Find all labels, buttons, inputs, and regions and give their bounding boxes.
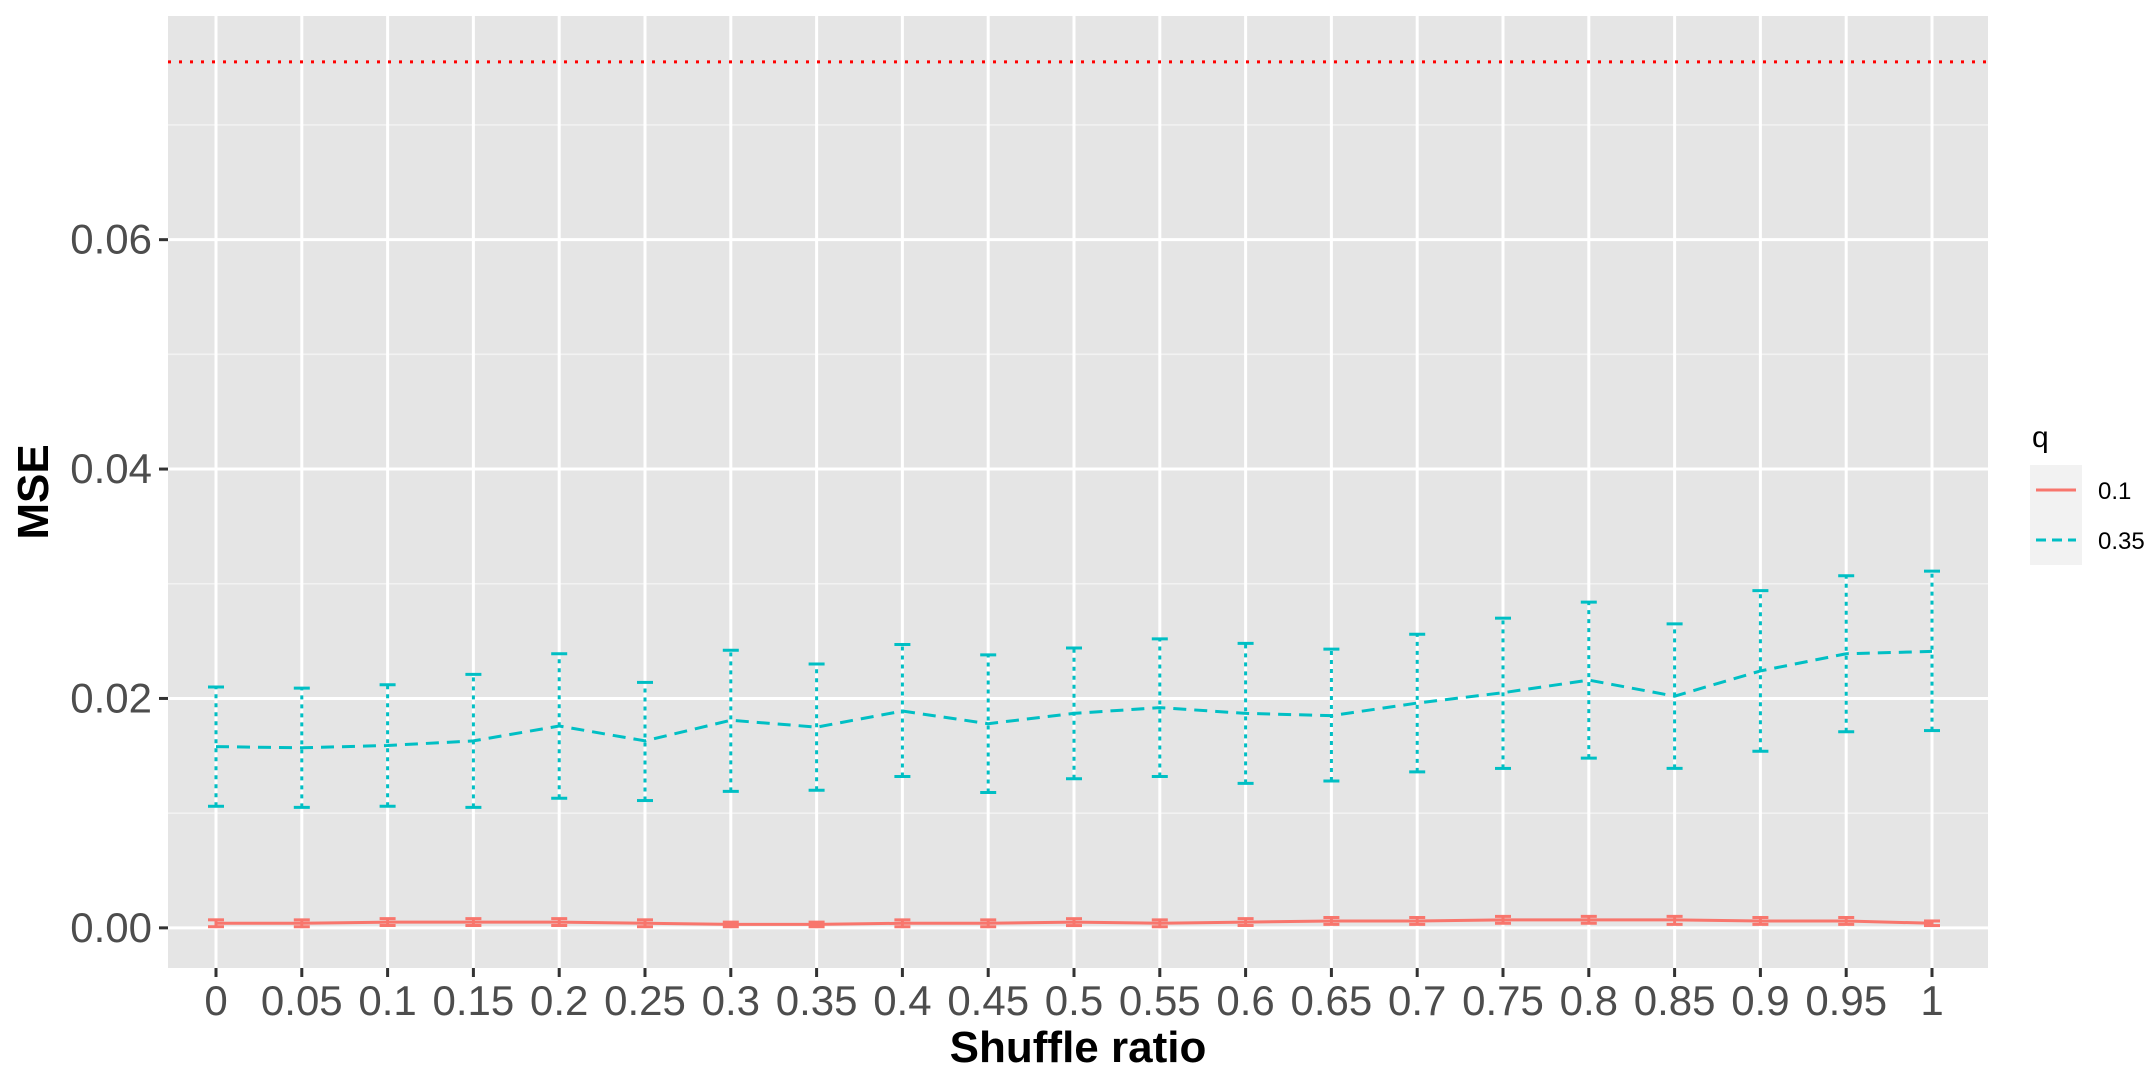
x-tick-label: 0.05 — [261, 977, 343, 1024]
legend-label: 0.1 — [2098, 478, 2131, 505]
x-tick-label: 0.75 — [1462, 977, 1544, 1024]
series-0.1 — [208, 914, 1940, 929]
series-0.35 — [208, 569, 1940, 809]
error-bar — [1752, 589, 1769, 753]
x-tick-label: 0.5 — [1045, 977, 1103, 1024]
legend: q 0.1 0.35 — [2030, 421, 2145, 565]
error-bar — [637, 680, 653, 803]
x-tick-label: 0.85 — [1634, 977, 1716, 1024]
x-tick-label: 0.65 — [1291, 977, 1373, 1024]
x-tick-label: 0.95 — [1805, 977, 1887, 1024]
x-tick-label: 0.7 — [1388, 977, 1446, 1024]
y-tick-label: 0.06 — [70, 216, 152, 263]
error-bar — [208, 685, 224, 808]
x-tick-label: 0.1 — [358, 977, 416, 1024]
x-tick-label: 0.6 — [1216, 977, 1274, 1024]
error-bar — [1151, 637, 1168, 778]
y-tick-label: 0.04 — [70, 445, 152, 492]
x-tick-label: 0 — [204, 977, 227, 1024]
error-bar — [980, 653, 997, 795]
error-bar — [1838, 574, 1855, 734]
error-bar — [1409, 632, 1426, 774]
x-tick-label: 0.35 — [776, 977, 858, 1024]
y-axis: 0.00 0.02 0.04 0.06 — [70, 216, 168, 951]
major-gridlines — [168, 16, 1988, 968]
series-line — [215, 649, 1933, 750]
legend-title: q — [2032, 421, 2049, 454]
y-axis-title: MSE — [9, 444, 58, 539]
y-tick-label: 0.00 — [70, 904, 152, 951]
x-tick-label: 0.9 — [1731, 977, 1789, 1024]
x-tick-label: 0.15 — [433, 977, 515, 1024]
x-tick-label: 0.8 — [1560, 977, 1618, 1024]
x-tick-label: 0.25 — [604, 977, 686, 1024]
y-tick-label: 0.02 — [70, 674, 152, 721]
x-tick-label: 0.2 — [530, 977, 588, 1024]
error-bar — [1580, 600, 1597, 760]
error-bar — [379, 683, 396, 808]
minor-gridlines — [168, 124, 1988, 814]
legend-label: 0.35 — [2098, 528, 2145, 555]
x-tick-label: 0.3 — [702, 977, 760, 1024]
x-tick-label: 1 — [1920, 977, 1943, 1024]
error-bar — [1237, 641, 1254, 785]
plot-panel — [168, 16, 1988, 968]
x-axis: 0 0.05 0.1 0.15 0.2 0.25 0.3 0.35 0.4 0.45 0.5 0.55… — [204, 968, 1944, 1024]
legend-item: 0.1 — [2030, 465, 2131, 515]
legend-item: 0.35 — [2030, 515, 2145, 565]
series-line — [216, 918, 1933, 926]
x-axis-title: Shuffle ratio — [950, 1023, 1207, 1072]
error-bar — [1924, 569, 1940, 733]
error-bar — [1495, 616, 1511, 770]
series-layer — [208, 569, 1940, 929]
error-bar — [722, 648, 739, 793]
error-bar — [293, 686, 310, 809]
x-tick-label: 0.55 — [1119, 977, 1201, 1024]
error-bar — [808, 662, 825, 792]
x-tick-label: 0.45 — [947, 977, 1029, 1024]
x-tick-label: 0.4 — [873, 977, 931, 1024]
